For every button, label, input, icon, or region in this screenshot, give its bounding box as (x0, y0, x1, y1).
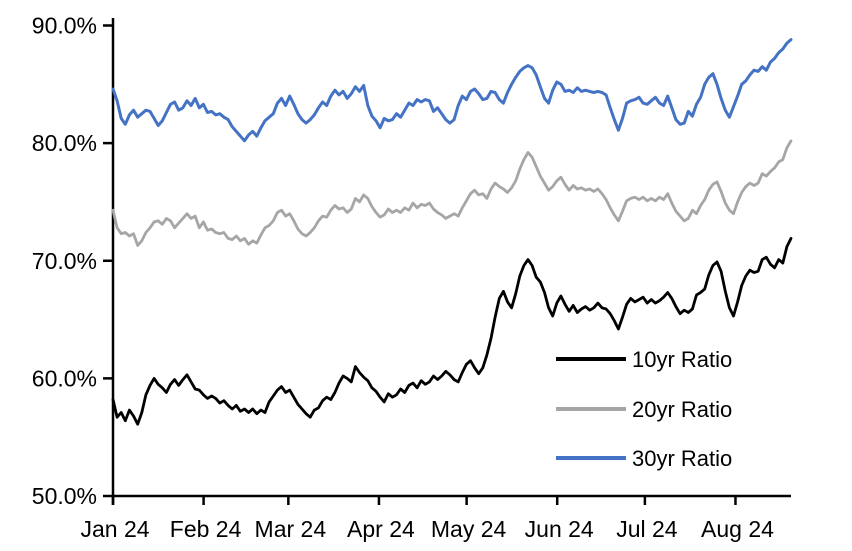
x-tick-label: Jul 24 (616, 516, 678, 542)
x-tick-label: Feb 24 (170, 516, 242, 542)
x-tick-label: Aug 24 (701, 516, 774, 542)
y-tick-label: 80.0% (32, 130, 97, 156)
legend-item-30yr: 30yr Ratio (556, 446, 732, 471)
legend: 10yr Ratio 20yr Ratio 30yr Ratio (556, 347, 732, 471)
y-tick-label: 50.0% (32, 483, 97, 509)
plot-series (111, 38, 793, 426)
x-tick-label: Jun 24 (525, 516, 594, 542)
y-tick-label: 90.0% (32, 13, 97, 39)
x-tick-label: Apr 24 (347, 516, 415, 542)
x-tick-label: Mar 24 (255, 516, 327, 542)
series-10yr-ratio-line (111, 237, 793, 426)
legend-label-30yr: 30yr Ratio (632, 446, 732, 471)
legend-item-10yr: 10yr Ratio (556, 347, 732, 372)
legend-label-20yr: 20yr Ratio (632, 397, 732, 422)
x-tick-label: May 24 (431, 516, 507, 542)
x-tick-label: Jan 24 (80, 516, 149, 542)
series-30yr-ratio-line (111, 38, 793, 143)
y-axis: 90.0% 80.0% 70.0% 60.0% 50.0% (32, 13, 115, 509)
y-tick-label: 70.0% (32, 248, 97, 274)
series-20yr-ratio-line (111, 139, 793, 247)
y-tick-label: 60.0% (32, 365, 97, 391)
legend-label-10yr: 10yr Ratio (632, 347, 732, 372)
legend-item-20yr: 20yr Ratio (556, 397, 732, 422)
x-axis: Jan 24 Feb 24 Mar 24 Apr 24 May 24 Jun 24 Jul … (80, 494, 791, 542)
